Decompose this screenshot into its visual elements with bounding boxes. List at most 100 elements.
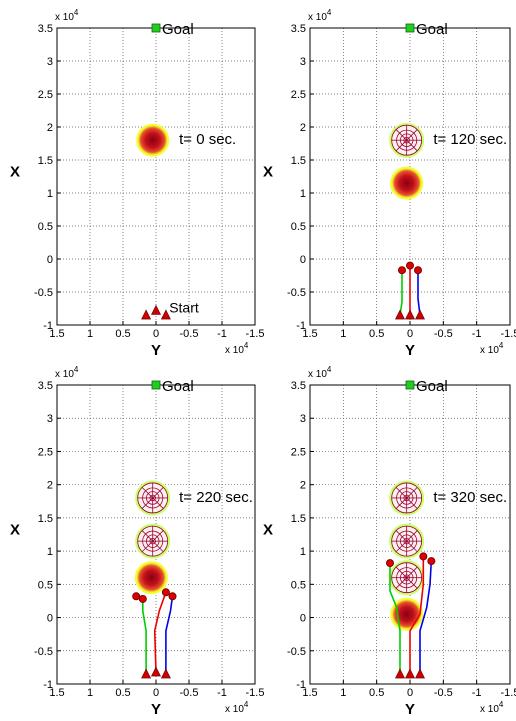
- x-tick-label: 1: [87, 687, 93, 699]
- y-tick-label: 2: [300, 480, 306, 492]
- x-tick-label: 0.5: [115, 328, 130, 340]
- y-tick-label: 1: [47, 546, 53, 558]
- plot-content: [136, 123, 171, 320]
- obstacle-solid: [390, 166, 424, 200]
- y-tick-label: 3.5: [291, 380, 306, 392]
- trajectory-green: [142, 599, 147, 674]
- obstacle-web: [135, 523, 171, 559]
- x-tick-label: 0: [407, 328, 413, 340]
- obstacle-web: [135, 480, 171, 516]
- y-exponent-power: 4: [327, 365, 332, 374]
- y-tick-label: 1.5: [291, 155, 306, 167]
- start-marker: [151, 666, 161, 677]
- y-exponent-label: x 104: [55, 365, 79, 380]
- robot-marker: [405, 261, 414, 270]
- y-tick-label: 0.5: [291, 579, 306, 591]
- y-tick-label: 0.5: [38, 579, 53, 591]
- x-tick-label: 0: [407, 687, 413, 699]
- time-label: t= 220 sec.: [179, 489, 253, 506]
- x-tick-label: -1.5: [501, 687, 516, 699]
- x-tick-label: -1.5: [246, 328, 265, 340]
- x-tick-label: 0: [153, 687, 159, 699]
- y-tick-label: 3: [300, 56, 306, 68]
- y-tick-label: 2: [300, 122, 306, 134]
- y-axis-label: X: [263, 522, 273, 539]
- x-tick-label: 0.5: [115, 687, 130, 699]
- x-tick-label: -1.5: [501, 328, 516, 340]
- trajectory-blue: [419, 561, 433, 674]
- y-tick-label: 1: [300, 546, 306, 558]
- x-tick-label: 1.5: [302, 687, 317, 699]
- chart-panel-3: 1.5 1 0.5 0 -0.5 -1 -1.5 -1 -0.5 0 0.5 1 1.5 2 2.5 3 3.5…: [10, 365, 264, 718]
- x-tick-label: -0.5: [434, 328, 453, 340]
- y-tick-label: 1.5: [38, 513, 53, 525]
- y-axis-label: X: [263, 164, 273, 181]
- obstacle-solid: [134, 561, 168, 595]
- start-marker: [405, 668, 415, 679]
- y-exponent-power: 4: [74, 8, 79, 17]
- y-tick-label: 0.5: [38, 221, 53, 233]
- x-tick-label: 0.5: [369, 328, 384, 340]
- x-tick-label: 1: [87, 328, 93, 340]
- goal-label: Goal: [162, 378, 194, 395]
- time-label: t= 0 sec.: [179, 131, 236, 148]
- y-tick-label: -0.5: [287, 646, 306, 658]
- x-tick-label: -1: [217, 328, 227, 340]
- goal-marker: [151, 23, 161, 33]
- y-tick-label: 2: [47, 122, 53, 134]
- trajectory-green: [399, 270, 403, 316]
- y-tick-label: 2.5: [38, 446, 53, 458]
- y-tick-label: 3: [47, 56, 53, 68]
- y-tick-label: 1.5: [291, 513, 306, 525]
- robot-marker: [138, 594, 147, 603]
- trajectory-green: [389, 563, 401, 674]
- x-tick-label: 1.5: [302, 328, 317, 340]
- robot-marker: [168, 592, 177, 601]
- x-axis-label: Y: [151, 342, 161, 359]
- y-tick-label: 0: [300, 254, 306, 266]
- x-axis-label: Y: [405, 342, 415, 359]
- y-tick-label: 1.5: [38, 155, 53, 167]
- start-marker: [415, 309, 425, 320]
- goal-label: Goal: [162, 21, 194, 38]
- x-axis-label: Y: [405, 701, 415, 718]
- x-tick-label: 1: [340, 328, 346, 340]
- robot-marker: [132, 592, 141, 601]
- obstacle-solid: [136, 123, 170, 157]
- y-exponent-label: x 104: [308, 8, 332, 23]
- y-tick-label: -0.5: [34, 287, 53, 299]
- start-label: Start: [169, 300, 199, 316]
- robot-marker: [397, 266, 406, 275]
- goal-marker: [405, 23, 415, 33]
- plot-content: [132, 480, 177, 679]
- chart-panel-1: 1.5 1 0.5 0 -0.5 -1 -1.5 -1 -0.5 0 0.5 1 1.5 2 2.5 3 3.5…: [10, 8, 264, 359]
- x-tick-label: -0.5: [180, 328, 199, 340]
- x-tick-label: -0.5: [180, 687, 199, 699]
- goal-marker: [151, 380, 161, 390]
- start-marker: [141, 309, 152, 320]
- y-tick-label: 2: [47, 480, 53, 492]
- x-tick-label: -0.5: [434, 687, 453, 699]
- y-tick-label: 0: [47, 254, 53, 266]
- goal-marker: [405, 380, 415, 390]
- obstacle-web: [389, 523, 425, 559]
- y-tick-label: 3.5: [38, 380, 53, 392]
- goal-label: Goal: [416, 378, 448, 395]
- start-marker: [395, 668, 405, 679]
- x-tick-label: 1: [340, 687, 346, 699]
- chart-panel-4: 1.5 1 0.5 0 -0.5 -1 -1.5 -1 -0.5 0 0.5 1 1.5 2 2.5 3 3.5…: [263, 365, 516, 718]
- x-tick-label: -1: [472, 328, 482, 340]
- y-exponent-power: 4: [74, 365, 79, 374]
- x-axis-label: Y: [151, 701, 161, 718]
- y-tick-label: 3.5: [291, 23, 306, 35]
- trajectory-blue: [165, 596, 174, 674]
- y-tick-label: 3.5: [38, 23, 53, 35]
- y-tick-label: 2.5: [38, 89, 53, 101]
- x-tick-label: 1.5: [49, 328, 64, 340]
- robot-marker: [161, 588, 170, 597]
- y-tick-label: 1: [47, 188, 53, 200]
- robot-marker: [419, 552, 428, 561]
- y-tick-label: 0: [47, 613, 53, 625]
- y-exponent-label: x 104: [55, 8, 79, 23]
- robot-marker: [413, 266, 422, 275]
